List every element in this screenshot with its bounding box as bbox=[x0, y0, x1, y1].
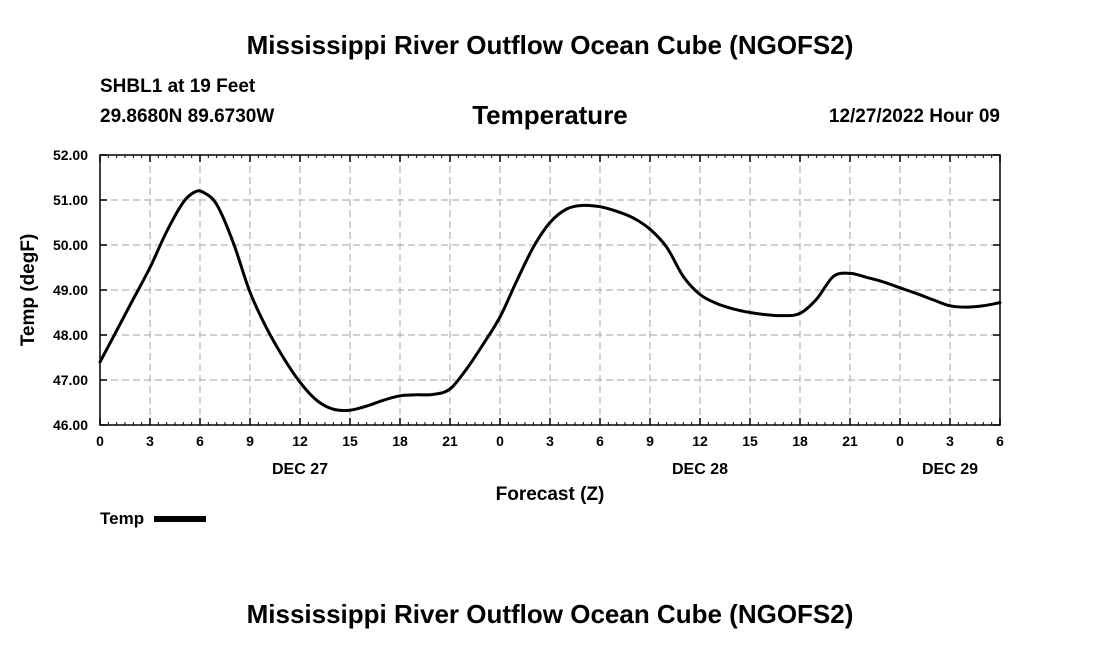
x-tick-label: 15 bbox=[742, 433, 758, 449]
x-tick-label: 3 bbox=[946, 433, 954, 449]
footer-title: Mississippi River Outflow Ocean Cube (NG… bbox=[246, 599, 854, 629]
series-line-temp bbox=[98, 189, 1002, 413]
x-tick-label: 6 bbox=[596, 433, 604, 449]
x-tick-label: 15 bbox=[342, 433, 358, 449]
variable-title: Temperature bbox=[472, 100, 628, 130]
x-tick-label: 3 bbox=[546, 433, 554, 449]
y-tick-label: 46.00 bbox=[53, 417, 88, 433]
x-tick-label: 9 bbox=[246, 433, 254, 449]
y-tick-label: 52.00 bbox=[53, 147, 88, 163]
x-tick-label: 18 bbox=[792, 433, 808, 449]
station-label: SHBL1 at 19 Feet bbox=[100, 76, 256, 97]
x-tick-label: 0 bbox=[96, 433, 104, 449]
station-coordinates: 29.8680N 89.6730W bbox=[100, 106, 275, 127]
x-tick-label: 6 bbox=[196, 433, 204, 449]
x-tick-label: 21 bbox=[442, 433, 458, 449]
x-tick-label: 12 bbox=[292, 433, 308, 449]
x-tick-label: 6 bbox=[996, 433, 1004, 449]
axis-ticks bbox=[99, 154, 1001, 426]
x-tick-label: 3 bbox=[146, 433, 154, 449]
date-label: DEC 29 bbox=[922, 461, 978, 478]
y-tick-label: 47.00 bbox=[53, 372, 88, 388]
y-tick-label: 49.00 bbox=[53, 282, 88, 298]
chart-main-title: Mississippi River Outflow Ocean Cube (NG… bbox=[246, 30, 854, 60]
x-tick-label: 0 bbox=[496, 433, 504, 449]
y-tick-label: 51.00 bbox=[53, 192, 88, 208]
x-tick-label: 0 bbox=[896, 433, 904, 449]
grid bbox=[100, 155, 1000, 425]
y-axis-title: Temp (degF) bbox=[18, 234, 39, 347]
x-axis-title: Forecast (Z) bbox=[496, 484, 605, 505]
x-tick-label: 9 bbox=[646, 433, 654, 449]
x-tick-label: 12 bbox=[692, 433, 708, 449]
date-label: DEC 27 bbox=[272, 461, 328, 478]
y-tick-label: 48.00 bbox=[53, 327, 88, 343]
y-tick-label: 50.00 bbox=[53, 237, 88, 253]
legend-swatch-temp bbox=[154, 516, 207, 522]
legend: Temp bbox=[100, 509, 207, 529]
date-label: DEC 28 bbox=[672, 461, 728, 478]
x-tick-label: 18 bbox=[392, 433, 408, 449]
legend-label-temp: Temp bbox=[100, 509, 145, 528]
x-tick-label: 21 bbox=[842, 433, 858, 449]
axis-labels: 0 3 6 9 12 15 18 21 0 3 6 9 12 15 18 21 0 3 6 46.00 47.00 48.… bbox=[53, 147, 1004, 478]
forecast-run-time: 12/27/2022 Hour 09 bbox=[828, 106, 1000, 127]
